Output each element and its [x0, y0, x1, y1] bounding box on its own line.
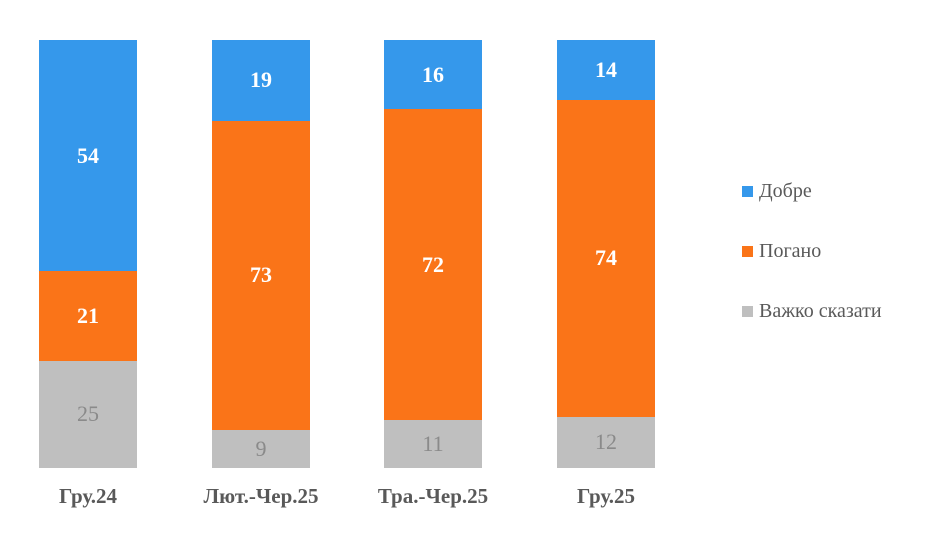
bar-value-label: 19 — [250, 67, 272, 93]
x-axis-label: Тра.-Чер.25 — [377, 484, 489, 508]
bar-segment: 9 — [212, 429, 310, 468]
x-axis-label: Гру.25 — [576, 484, 636, 508]
bar: 54 21 25 — [39, 40, 137, 468]
bar-value-label: 11 — [422, 431, 444, 457]
legend-swatch — [742, 185, 753, 197]
bar-segment: 21 — [39, 271, 137, 361]
bar-value-label: 9 — [255, 435, 267, 461]
bar-segment: 16 — [384, 40, 482, 110]
bar-segment: 11 — [384, 420, 482, 468]
bar-value-label: 74 — [595, 245, 617, 271]
x-axis-label: Гру.24 — [58, 484, 118, 508]
bar-segment: 19 — [212, 40, 310, 121]
bar-value-label: 72 — [422, 251, 444, 277]
legend-item: Добре — [742, 180, 882, 202]
legend-swatch — [742, 305, 753, 317]
bar-segment: 14 — [557, 40, 655, 100]
legend: Добре Погано Важко сказати — [742, 180, 882, 360]
bar-value-label: 25 — [77, 401, 99, 427]
legend-label: Погано — [759, 240, 822, 262]
bar-segment: 54 — [39, 40, 137, 272]
legend-swatch — [742, 245, 753, 257]
legend-item: Важко сказати — [742, 300, 882, 322]
bar-value-label: 16 — [422, 61, 444, 87]
x-axis-label: Лют.-Чер.25 — [203, 484, 319, 508]
bar: 16 72 11 — [384, 40, 482, 468]
legend-label: Добре — [759, 180, 812, 202]
bar-value-label: 14 — [595, 56, 617, 82]
bar-segment: 12 — [557, 416, 655, 468]
bar-value-label: 21 — [77, 303, 99, 329]
bar-value-label: 73 — [250, 262, 272, 288]
bar-segment: 74 — [557, 99, 655, 417]
legend-label: Важко сказати — [759, 300, 882, 322]
bar-value-label: 12 — [595, 429, 617, 455]
bar: 14 74 12 — [557, 40, 655, 468]
bar-segment: 72 — [384, 109, 482, 421]
bar-segment: 25 — [39, 360, 137, 468]
bar: 19 73 9 — [212, 40, 310, 468]
bar-value-label: 54 — [77, 142, 99, 168]
legend-item: Погано — [742, 240, 882, 262]
bar-segment: 73 — [212, 120, 310, 430]
